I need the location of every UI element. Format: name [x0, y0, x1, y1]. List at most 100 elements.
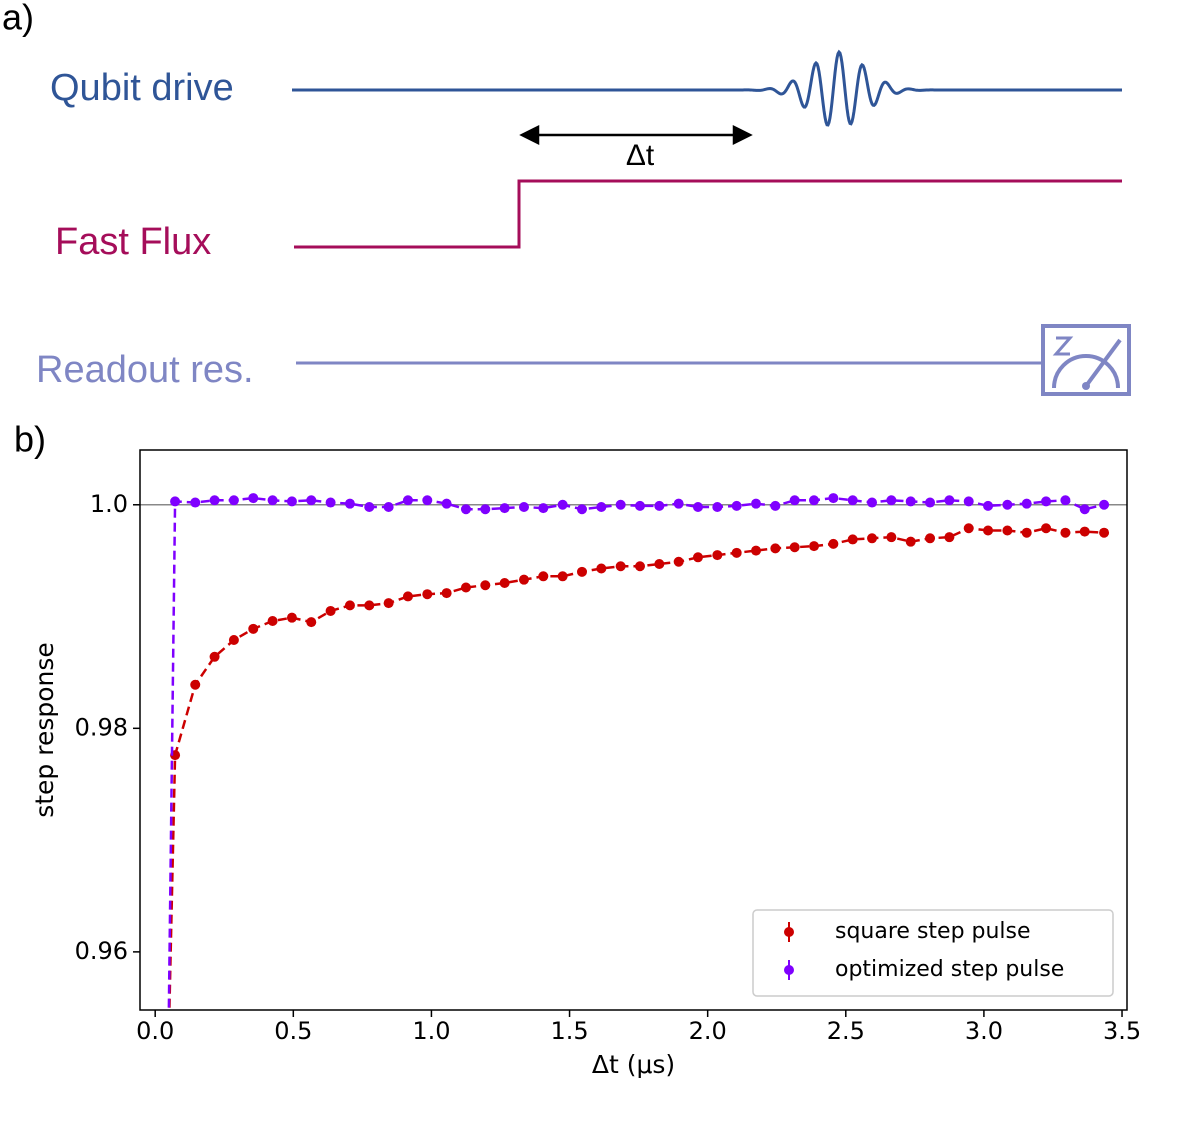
data-point	[402, 495, 413, 506]
data-point	[789, 495, 800, 506]
x-tick-label: 1.0	[412, 1017, 450, 1045]
data-point	[209, 651, 220, 662]
legend-label: square step pulse	[835, 919, 1031, 944]
data-point	[325, 605, 336, 616]
x-axis-label: Δt (μs)	[592, 1050, 675, 1079]
data-point	[1041, 496, 1052, 507]
data-point	[654, 500, 665, 511]
x-tick-label: 0.0	[136, 1017, 174, 1045]
data-point	[383, 502, 394, 513]
readout-label: Readout res.	[36, 349, 254, 391]
data-point	[615, 499, 626, 510]
x-tick-label: 2.5	[827, 1017, 865, 1045]
data-point	[847, 534, 858, 545]
data-point	[518, 502, 529, 513]
data-point	[306, 617, 317, 628]
data-point	[248, 623, 259, 634]
data-point	[364, 502, 375, 513]
data-point	[886, 495, 897, 506]
y-axis-label: step response	[30, 642, 59, 818]
data-point	[576, 504, 587, 515]
data-point	[499, 578, 510, 589]
data-point	[518, 574, 529, 585]
data-point	[905, 536, 916, 547]
panel-label: a)	[2, 0, 34, 38]
axes-frame	[139, 449, 1128, 1011]
data-point	[383, 598, 394, 609]
data-point	[1099, 527, 1110, 538]
data-point	[596, 502, 607, 513]
data-point	[867, 497, 878, 508]
plot-area	[163, 493, 1110, 1069]
data-point	[441, 498, 452, 509]
qubit-drive-line	[292, 49, 1122, 127]
data-point	[306, 495, 317, 506]
data-point	[886, 532, 897, 543]
x-tick-label: 3.0	[965, 1017, 1003, 1045]
panel-label: b)	[14, 419, 46, 460]
data-point	[615, 561, 626, 572]
data-point	[1079, 526, 1090, 537]
data-point	[538, 571, 549, 582]
data-point	[480, 504, 491, 515]
data-point	[634, 500, 645, 511]
data-point	[983, 525, 994, 536]
data-point	[402, 591, 413, 602]
data-point	[770, 500, 781, 511]
data-point	[286, 612, 297, 623]
data-point	[480, 580, 491, 591]
data-point	[925, 497, 936, 508]
data-point	[963, 496, 974, 507]
data-point	[944, 495, 955, 506]
data-point	[905, 496, 916, 507]
legend-marker	[784, 965, 794, 975]
delay-arrow	[519, 124, 753, 146]
data-point	[712, 502, 723, 513]
data-point	[422, 495, 433, 506]
data-point	[596, 563, 607, 574]
data-point	[847, 495, 858, 506]
data-point	[267, 495, 278, 506]
data-point	[538, 503, 549, 514]
data-point	[731, 500, 742, 511]
data-point	[693, 552, 704, 563]
data-point	[1079, 504, 1090, 515]
meter-icon	[1041, 324, 1131, 396]
data-point	[190, 679, 201, 690]
data-point	[325, 497, 336, 508]
data-point	[751, 545, 762, 556]
data-point	[364, 600, 375, 611]
data-point	[344, 498, 355, 509]
data-point	[809, 495, 820, 506]
data-point	[248, 493, 259, 504]
y-tick-label: 1.0	[90, 490, 128, 518]
meter-pivot	[1082, 382, 1090, 390]
data-point	[828, 538, 839, 549]
data-point	[770, 543, 781, 554]
data-point	[228, 495, 239, 506]
data-point	[1060, 495, 1071, 506]
data-point	[557, 499, 568, 510]
data-point	[422, 589, 433, 600]
data-point	[925, 533, 936, 544]
data-point	[828, 493, 839, 504]
data-point	[1002, 499, 1013, 510]
data-point	[751, 498, 762, 509]
data-point	[1021, 498, 1032, 509]
data-point	[867, 533, 878, 544]
data-point	[460, 504, 471, 515]
data-point	[460, 582, 471, 593]
data-point	[731, 547, 742, 558]
data-point	[983, 500, 994, 511]
data-point	[499, 503, 510, 514]
data-point	[170, 496, 181, 507]
x-tick-label: 1.5	[550, 1017, 588, 1045]
x-tick-label: 2.0	[689, 1017, 727, 1045]
data-point	[163, 1059, 173, 1069]
data-point	[228, 635, 239, 646]
data-point	[190, 497, 201, 508]
data-point	[809, 541, 820, 552]
data-point	[1099, 499, 1110, 510]
